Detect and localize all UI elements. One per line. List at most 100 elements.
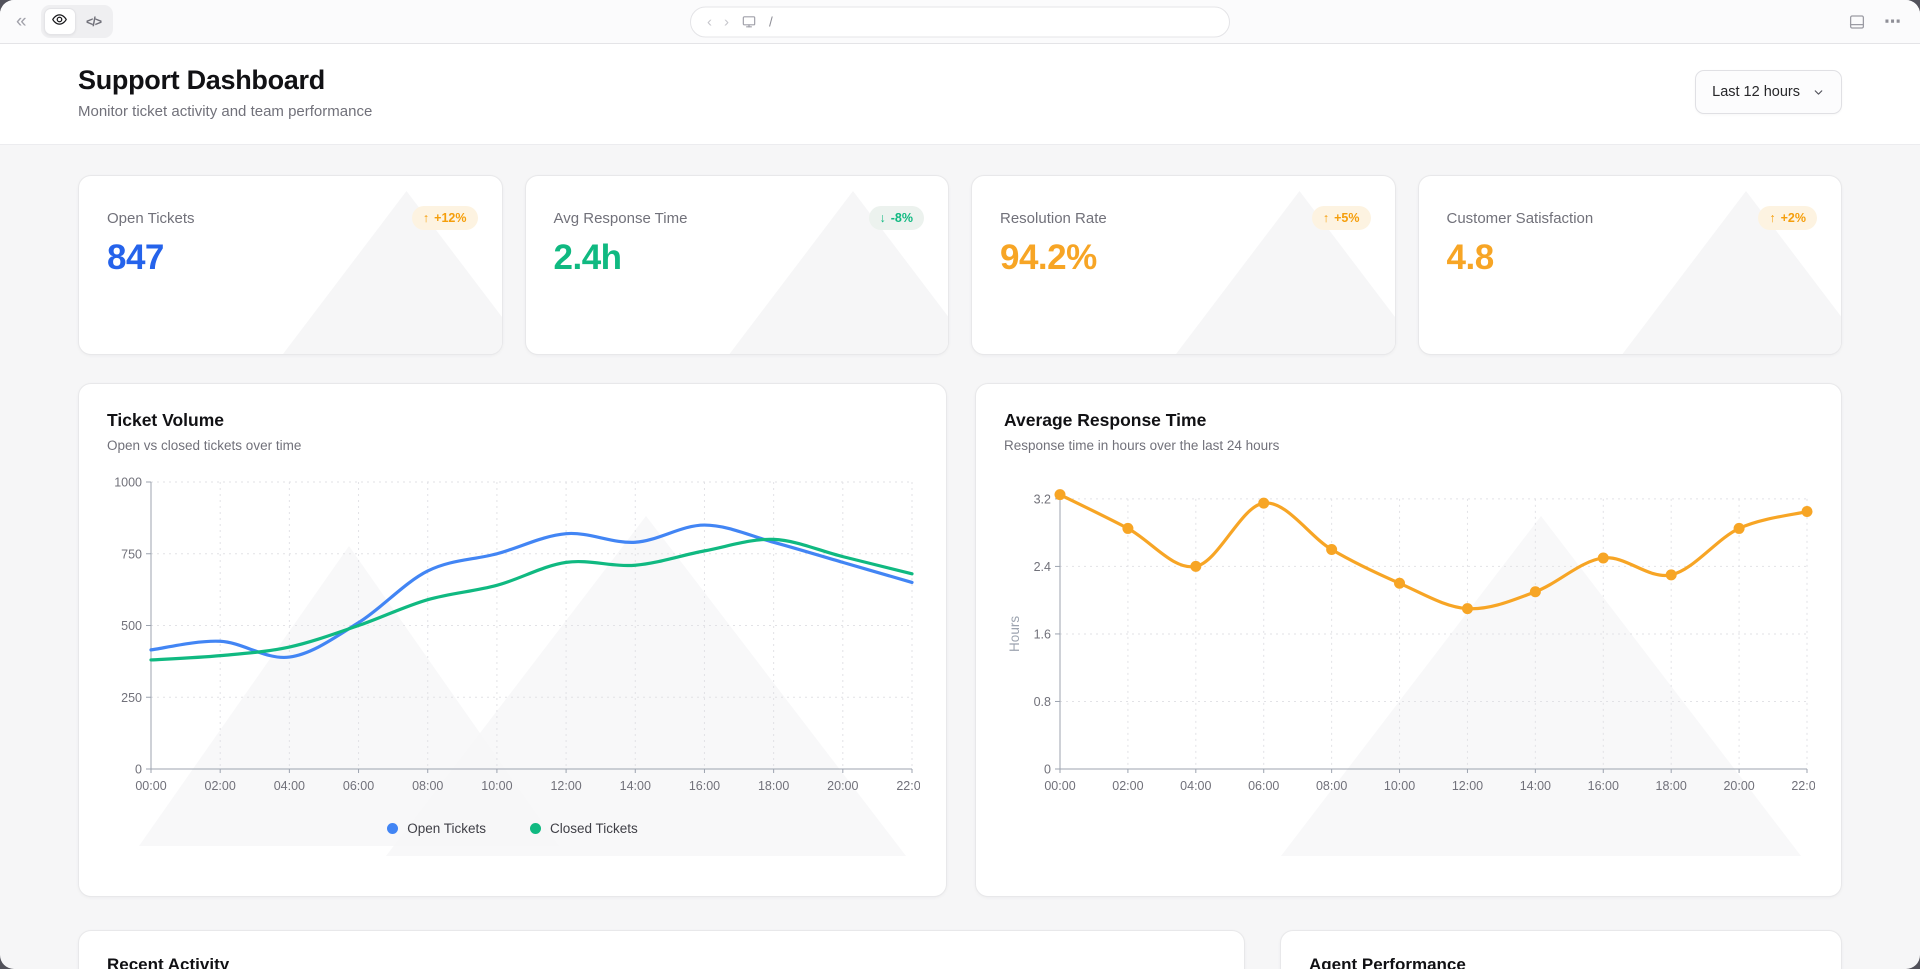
trend-up-icon: ↑ (1769, 211, 1776, 225)
agent-performance-title: Agent Performance (1309, 955, 1466, 969)
stat-change: +12% (434, 211, 467, 225)
chart-title: Average Response Time (1004, 410, 1207, 430)
legend-label: Closed Tickets (550, 821, 638, 836)
chart-subtitle: Response time in hours over the last 24 … (1004, 438, 1280, 453)
chart-legend: Open Tickets Closed Tickets (107, 821, 918, 836)
code-mode-button[interactable]: </> (78, 8, 110, 35)
svg-text:3.2: 3.2 (1034, 492, 1051, 506)
bottom-row: Recent Activity Agent Performance (78, 930, 1842, 969)
page-title: Support Dashboard (78, 64, 325, 95)
svg-text:20:00: 20:00 (1723, 779, 1754, 793)
svg-text:14:00: 14:00 (620, 779, 651, 793)
back-icon[interactable]: ‹ (707, 13, 712, 30)
time-range-value: Last 12 hours (1712, 84, 1800, 100)
stat-value: 4.8 (1446, 238, 1495, 277)
chevron-down-icon (1812, 86, 1825, 99)
svg-text:16:00: 16:00 (1588, 779, 1619, 793)
svg-text:22:00: 22:00 (896, 779, 920, 793)
stat-change: +2% (1780, 211, 1806, 225)
svg-text:02:00: 02:00 (205, 779, 236, 793)
stat-label: Open Tickets (107, 210, 195, 227)
svg-text:250: 250 (121, 691, 142, 705)
svg-text:10:00: 10:00 (1384, 779, 1415, 793)
time-range-select[interactable]: Last 12 hours (1695, 70, 1842, 114)
trend-up-icon: ↑ (422, 211, 430, 225)
avg-response-time-line-chart: 0 0.8 1.6 2.4 3.2 00:00 02:00 04:00 06:00 08:00 10… (1007, 489, 1815, 793)
svg-text:04:00: 04:00 (274, 779, 305, 793)
legend-dot (387, 823, 399, 834)
agent-performance-card: Agent Performance (1280, 930, 1842, 969)
stat-change: +5% (1334, 211, 1360, 225)
svg-text:02:00: 02:00 (1112, 779, 1143, 793)
stat-card-avg-response-time: Avg Response Time ↓ -8% 2.4h (524, 175, 949, 355)
svg-text:12:00: 12:00 (550, 779, 581, 793)
legend-dot (530, 823, 541, 834)
page-subtitle: Monitor ticket activity and team perform… (78, 102, 373, 120)
recent-activity-title: Recent Activity (107, 955, 230, 969)
chart-title: Ticket Volume (107, 410, 225, 430)
ticket-volume-line-chart: 0 250 500 750 1000 00:00 02:00 04:00 06:00 08:00 1… (114, 476, 920, 794)
svg-text:0: 0 (1044, 763, 1051, 777)
panel-bottom-icon[interactable] (1848, 13, 1866, 31)
stat-change: -8% (890, 211, 913, 225)
dashboard-content: Open Tickets ↑ +12% 847 Avg Response Tim… (0, 145, 1920, 969)
stat-badge: ↓ -8% (868, 206, 924, 230)
ticket-volume-chart-card: Ticket Volume Open vs closed tickets ove… (78, 383, 947, 897)
stat-badge: ↑ +12% (411, 206, 478, 230)
svg-text:10:00: 10:00 (481, 779, 512, 793)
svg-text:18:00: 18:00 (1656, 779, 1687, 793)
view-mode-toggle: </> (40, 5, 113, 38)
stat-card-customer-satisfaction: Customer Satisfaction ↑ +2% 4.8 (1417, 175, 1842, 355)
stat-badge: ↑ +5% (1311, 206, 1371, 230)
monitor-icon[interactable] (741, 14, 757, 30)
page-header-text: Support Dashboard Monitor ticket activit… (78, 65, 372, 120)
stat-label: Resolution Rate (1000, 210, 1107, 227)
recent-activity-card: Recent Activity (78, 930, 1245, 969)
page-header: Support Dashboard Monitor ticket activit… (0, 44, 1920, 145)
stat-value: 847 (107, 238, 164, 277)
stat-card-resolution-rate: Resolution Rate ↑ +5% 94.2% (971, 175, 1396, 355)
forward-icon[interactable]: › (724, 13, 729, 30)
svg-text:Hours: Hours (1007, 616, 1022, 652)
svg-text:0.8: 0.8 (1034, 695, 1051, 709)
svg-text:22:00: 22:00 (1791, 779, 1815, 793)
preview-mode-button[interactable] (43, 8, 76, 35)
svg-text:12:00: 12:00 (1452, 779, 1483, 793)
stat-card-open-tickets: Open Tickets ↑ +12% 847 (78, 175, 503, 355)
svg-text:08:00: 08:00 (1316, 779, 1347, 793)
svg-text:04:00: 04:00 (1180, 779, 1211, 793)
stat-label: Customer Satisfaction (1446, 210, 1594, 227)
svg-text:500: 500 (121, 619, 142, 633)
stat-label: Avg Response Time (553, 210, 688, 227)
svg-text:0: 0 (135, 763, 142, 777)
chart-subtitle: Open vs closed tickets over time (107, 438, 302, 453)
charts-row: Ticket Volume Open vs closed tickets ove… (78, 383, 1842, 897)
trend-down-icon: ↓ (879, 211, 886, 225)
svg-text:1.6: 1.6 (1034, 627, 1051, 641)
svg-text:00:00: 00:00 (1044, 779, 1075, 793)
svg-text:14:00: 14:00 (1520, 779, 1551, 793)
svg-text:08:00: 08:00 (412, 779, 443, 793)
avg-response-time-chart-card: Average Response Time Response time in h… (975, 383, 1842, 897)
more-menu-icon[interactable]: ⋯ (1884, 11, 1902, 31)
svg-text:16:00: 16:00 (689, 779, 720, 793)
stats-row: Open Tickets ↑ +12% 847 Avg Response Tim… (78, 175, 1842, 355)
svg-text:2.4: 2.4 (1034, 560, 1051, 574)
svg-text:06:00: 06:00 (343, 779, 374, 793)
stat-value: 94.2% (1000, 238, 1097, 277)
stat-value: 2.4h (553, 238, 623, 277)
svg-text:1000: 1000 (114, 476, 142, 490)
svg-text:18:00: 18:00 (758, 779, 789, 793)
collapse-sidebar-icon[interactable]: « (16, 11, 27, 32)
trend-up-icon: ↑ (1322, 211, 1330, 225)
legend-item-open-tickets: Open Tickets (387, 821, 486, 836)
svg-text:00:00: 00:00 (135, 779, 166, 793)
eye-icon (51, 11, 68, 33)
code-icon: </> (86, 14, 102, 29)
svg-text:06:00: 06:00 (1248, 779, 1279, 793)
svg-text:20:00: 20:00 (827, 779, 858, 793)
url-bar[interactable]: ‹ › / (690, 6, 1230, 37)
svg-text:750: 750 (121, 547, 142, 561)
legend-item-closed-tickets: Closed Tickets (530, 821, 638, 836)
